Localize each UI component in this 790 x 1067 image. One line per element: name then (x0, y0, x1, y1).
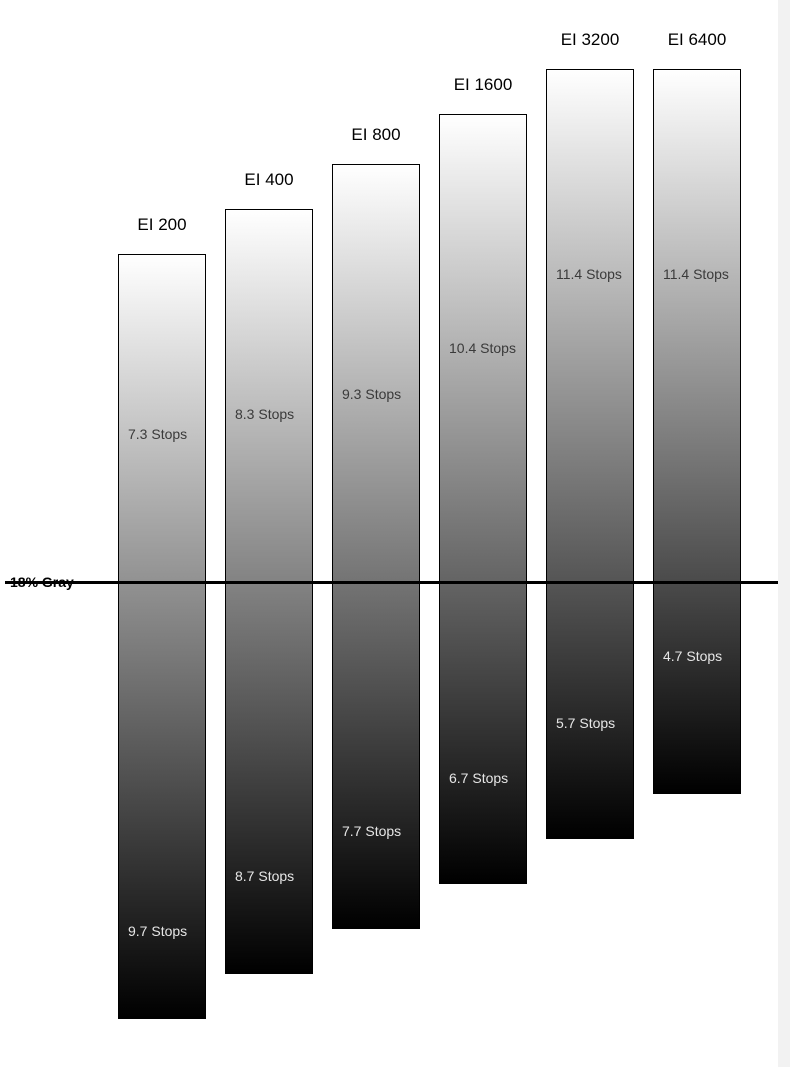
bar-title: EI 3200 (561, 30, 620, 50)
bar-title: EI 1600 (454, 75, 513, 95)
bar-title: EI 6400 (668, 30, 727, 50)
stops-above-label: 10.4 Stops (449, 341, 516, 355)
stops-below-label: 6.7 Stops (449, 771, 508, 785)
bar-title: EI 200 (137, 215, 186, 235)
stops-below-label: 9.7 Stops (128, 924, 187, 938)
latitude-bar (118, 254, 206, 1019)
stops-below-label: 5.7 Stops (556, 716, 615, 730)
latitude-bar (332, 164, 420, 929)
stops-above-label: 7.3 Stops (128, 427, 187, 441)
chart-stage: EI 200 7.3 Stops 9.7 Stops EI 400 8.3 Stops 8… (0, 0, 790, 1067)
bar-title: EI 400 (244, 170, 293, 190)
latitude-bar (225, 209, 313, 974)
stops-below-label: 7.7 Stops (342, 824, 401, 838)
reference-label-18-gray: 18% Gray (10, 574, 74, 590)
bar-title: EI 800 (351, 125, 400, 145)
latitude-bar (439, 114, 527, 884)
scrollbar-track-decoration (778, 0, 790, 1067)
reference-line-18-gray (5, 581, 778, 584)
latitude-bar (653, 69, 741, 794)
stops-below-label: 4.7 Stops (663, 649, 722, 663)
stops-below-label: 8.7 Stops (235, 869, 294, 883)
stops-above-label: 9.3 Stops (342, 387, 401, 401)
stops-above-label: 11.4 Stops (556, 267, 622, 281)
stops-above-label: 8.3 Stops (235, 407, 294, 421)
stops-above-label: 11.4 Stops (663, 267, 729, 281)
